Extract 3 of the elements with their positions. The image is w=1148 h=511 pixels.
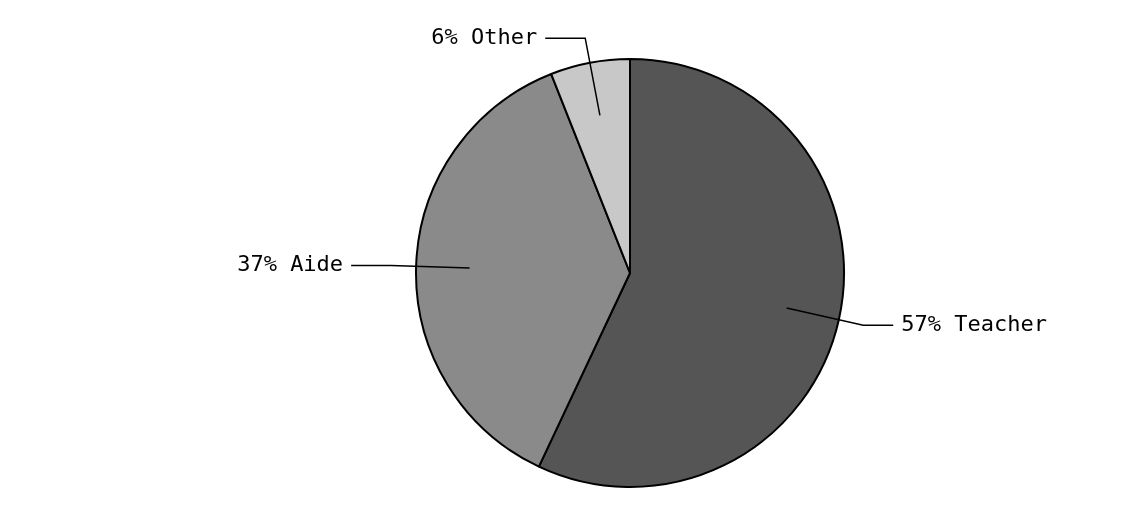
slice-label: 6% Other: [431, 23, 538, 49]
slice-label: 57% Teacher: [901, 310, 1047, 336]
slice-label: 37% Aide: [237, 251, 344, 277]
